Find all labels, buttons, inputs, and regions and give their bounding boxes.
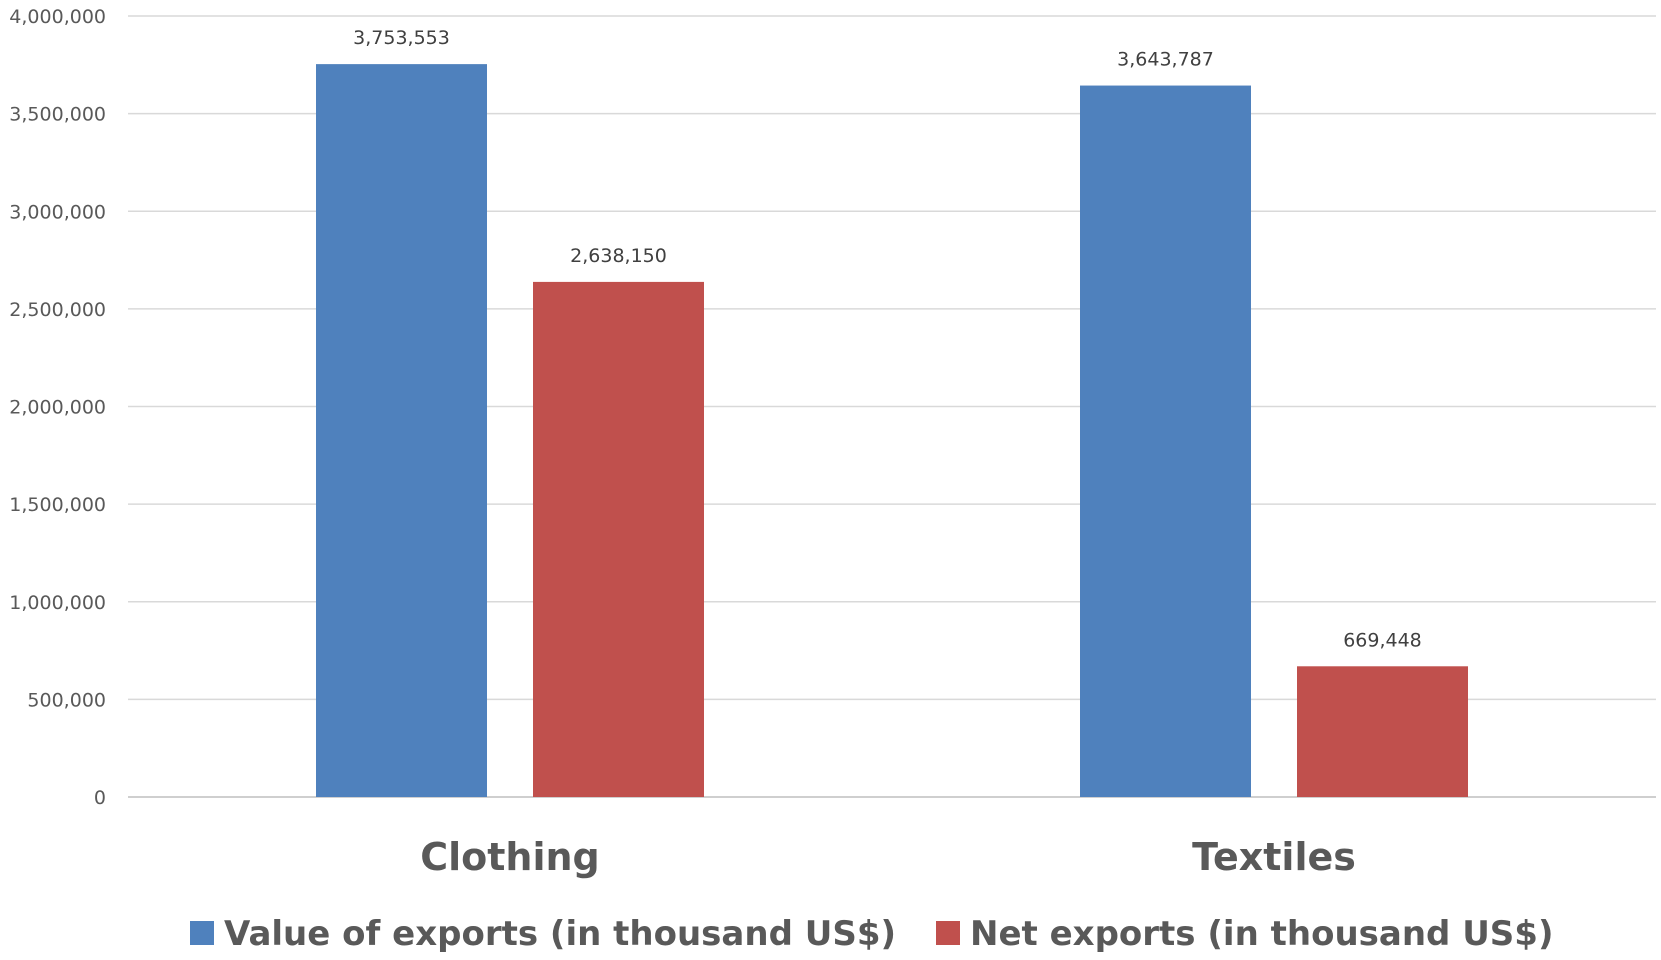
bar-value-of-exports-clothing bbox=[316, 64, 487, 797]
legend: Value of exports (in thousand US$) Net ex… bbox=[190, 914, 1554, 954]
y-tick-label: 4,000,000 bbox=[9, 6, 106, 28]
data-label: 2,638,150 bbox=[570, 245, 667, 267]
legend-label: Net exports (in thousand US$) bbox=[970, 914, 1554, 954]
data-labels: 3,753,553 2,638,150 3,643,787 669,448 bbox=[353, 27, 1422, 651]
data-label: 3,753,553 bbox=[353, 27, 450, 49]
data-label: 3,643,787 bbox=[1117, 49, 1214, 71]
legend-label: Value of exports (in thousand US$) bbox=[224, 914, 896, 954]
bar-value-of-exports-textiles bbox=[1080, 85, 1251, 797]
y-tick-label: 3,000,000 bbox=[9, 201, 106, 223]
legend-swatch bbox=[190, 921, 214, 945]
y-axis-tick-labels: 0 500,000 1,000,000 1,500,000 2,000,000 2,500… bbox=[9, 6, 106, 809]
y-tick-label: 1,500,000 bbox=[9, 494, 106, 516]
y-tick-label: 0 bbox=[94, 787, 106, 809]
data-label: 669,448 bbox=[1343, 629, 1422, 651]
category-labels: Clothing Textiles bbox=[420, 835, 1356, 879]
category-label-clothing: Clothing bbox=[420, 835, 600, 879]
bar-net-exports-clothing bbox=[533, 281, 704, 797]
bars bbox=[316, 64, 1468, 797]
y-tick-label: 2,500,000 bbox=[9, 299, 106, 321]
y-tick-label: 1,000,000 bbox=[9, 592, 106, 614]
category-label-textiles: Textiles bbox=[1192, 835, 1356, 879]
y-tick-label: 3,500,000 bbox=[9, 104, 106, 126]
y-tick-label: 2,000,000 bbox=[9, 397, 106, 419]
legend-swatch bbox=[936, 921, 960, 945]
y-tick-label: 500,000 bbox=[27, 689, 106, 711]
bar-net-exports-textiles bbox=[1297, 666, 1468, 797]
